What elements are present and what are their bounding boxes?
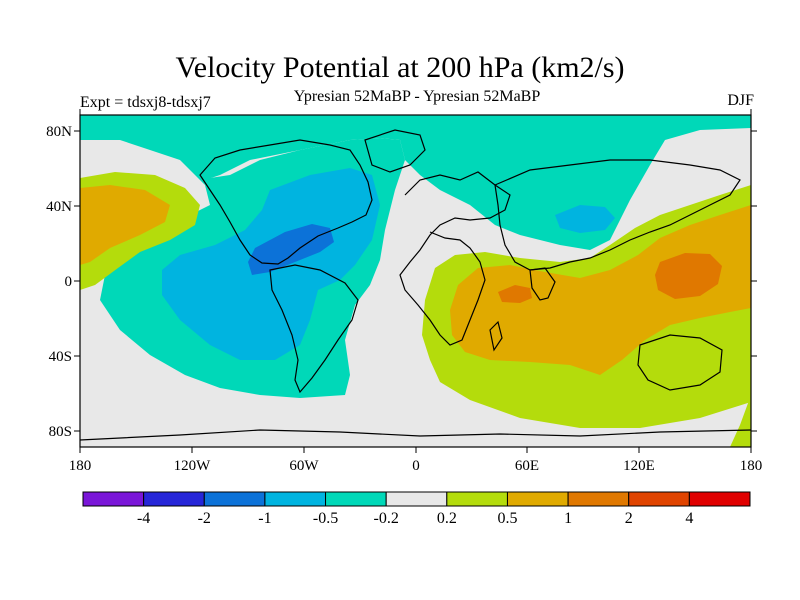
colorbar-swatch [688,491,751,507]
green-region-south [730,395,751,447]
colorbar-label: 0.5 [497,510,517,527]
colorbar-swatch [82,491,145,507]
lat-tick-label: 0 [65,274,73,290]
blue-spot-north [555,205,615,233]
experiment-label: Expt = tdsxj8-tdsxj7 [80,94,211,111]
lon-tick-label: 180 [69,458,92,474]
colorbar-label: -4 [137,510,150,527]
lat-tick-label: 40N [46,199,72,215]
lon-tick-label: 180 [740,458,763,474]
lat-tick-labels: 80N 40N 0 40S 80S [46,124,72,440]
colorbar-swatch [203,491,266,507]
lat-tick-label: 80S [49,424,72,440]
darkorange-core-indian [498,285,532,303]
colorbar-swatch [264,491,327,507]
contour-field [80,115,751,447]
lon-tick-marks [79,109,752,453]
colorbar-label: 0.2 [437,510,457,527]
colorbar-label: -0.5 [313,510,338,527]
chart-subtitle: Ypresian 52MaBP - Ypresian 52MaBP [293,88,541,105]
colorbar-label: 4 [685,510,693,527]
lon-tick-label: 120W [174,458,212,474]
colorbar-label: 1 [564,510,572,527]
lon-tick-label: 120E [623,458,655,474]
colorbar-swatch [385,491,448,507]
colorbar-label: 2 [625,510,633,527]
colorbar-swatch [143,491,205,507]
chart-title: Velocity Potential at 200 hPa (km2/s) [175,51,625,84]
colorbar-label: -1 [258,510,271,527]
darkblue-core-west [248,224,334,275]
lon-tick-label: 60W [289,458,319,474]
colorbar-label: -2 [198,510,211,527]
colorbar-label: -0.2 [374,510,399,527]
lon-tick-label: 60E [515,458,539,474]
orange-patch-west [80,185,170,265]
lon-tick-labels: 180 120W 60W 0 60E 120E 180 [69,458,763,474]
colorbar-swatch [567,491,630,507]
darkorange-core-east [655,253,722,299]
colorbar-swatch [628,491,690,507]
colorbar-swatch [446,491,508,507]
lat-tick-marks [74,130,757,432]
coastlines [80,129,751,441]
lon-tick-label: 0 [412,458,420,474]
lat-tick-label: 40S [49,349,72,365]
colorbar-swatch [506,491,569,507]
season-label: DJF [727,92,754,109]
lat-tick-label: 80N [46,124,72,140]
colorbar-swatch [325,491,387,507]
orange-region-east [450,205,751,375]
colorbar: -4 -2 -1 -0.5 -0.2 0.2 0.5 1 2 4 [82,491,751,527]
